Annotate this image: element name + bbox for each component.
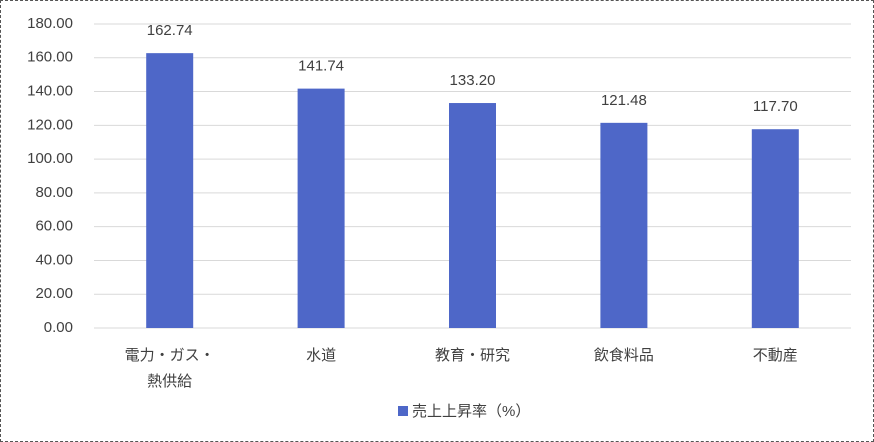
y-tick-label: 160.00 — [27, 49, 73, 66]
y-tick-label: 0.00 — [44, 319, 73, 336]
data-label: 141.74 — [298, 58, 344, 75]
legend-swatch — [398, 406, 408, 416]
bar — [297, 88, 345, 329]
x-tick-label: 不動産 — [752, 347, 798, 364]
y-tick-label: 100.00 — [27, 150, 73, 167]
x-tick-label: 水道 — [306, 347, 337, 364]
y-tick-label: 120.00 — [27, 116, 73, 133]
bar — [449, 103, 496, 328]
bar — [600, 122, 648, 329]
legend-label: 売上上昇率（%） — [412, 403, 530, 420]
y-tick-label: 60.00 — [35, 218, 73, 235]
data-label: 117.70 — [753, 98, 798, 115]
y-tick-label: 20.00 — [35, 285, 73, 302]
y-tick-label: 40.00 — [35, 251, 73, 268]
y-tick-label: 180.00 — [27, 15, 73, 32]
y-tick-label: 80.00 — [35, 184, 73, 201]
y-tick-label: 140.00 — [27, 83, 73, 100]
x-tick-label: 電力・ガス・熱供給 — [124, 347, 215, 390]
x-tick-label: 飲食料品 — [593, 347, 654, 364]
bar — [146, 53, 194, 329]
x-tick-label: 教育・研究 — [434, 347, 510, 364]
data-label: 133.20 — [450, 72, 496, 89]
data-label: 162.74 — [147, 22, 193, 39]
bar — [751, 129, 799, 328]
data-label: 121.48 — [601, 92, 647, 109]
